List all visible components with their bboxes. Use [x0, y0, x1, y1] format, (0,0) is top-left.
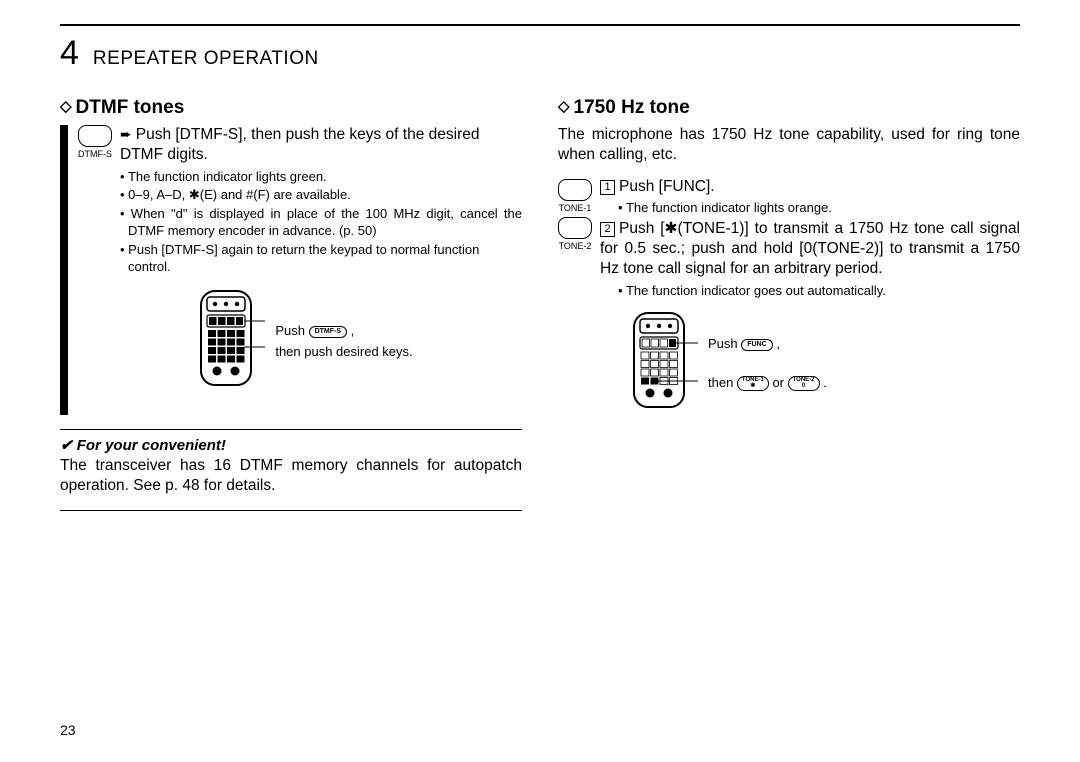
key-icon-tone1: TONE-1: [558, 179, 592, 213]
pill-func: FUNC: [741, 339, 772, 351]
left-column: ◇DTMF tones DTMF-S ➨Push [DTMF-S], then …: [60, 97, 522, 517]
dtmf-sub-list: The function indicator lights green. 0–9…: [120, 168, 522, 276]
divider: [60, 510, 522, 511]
step2-sub: The function indicator goes out automati…: [618, 282, 1020, 300]
mic-illustration-right: Push FUNC , then TONE-1✱ or TONE-20 .: [620, 309, 1020, 419]
vertical-bar: [60, 125, 68, 415]
step1-sub: The function indicator lights orange.: [618, 199, 1020, 217]
mic-caption-right: Push FUNC , then TONE-1✱ or TONE-20 .: [708, 334, 827, 394]
microphone-icon: [620, 309, 698, 419]
pill-tone1: TONE-1✱: [737, 376, 769, 391]
arrow-icon: ➨: [120, 126, 132, 142]
microphone-icon: [187, 287, 265, 397]
chapter-number: 4: [60, 34, 79, 73]
diamond-icon: ◇: [558, 97, 570, 115]
page-number: 23: [60, 722, 76, 738]
mic-caption-left: Push DTMF-S , then push desired keys.: [275, 321, 412, 363]
divider: [60, 429, 522, 430]
step-number-2: 2: [600, 222, 615, 237]
dtmf-main-text: ➨Push [DTMF-S], then push the keys of th…: [120, 125, 522, 165]
step1: 1Push [FUNC].: [600, 177, 1020, 197]
pill-dtmf-s: DTMF-S: [309, 326, 347, 338]
chapter-title: REPEATER OPERATION: [93, 48, 319, 70]
section-title-dtmf: ◇DTMF tones: [60, 97, 522, 119]
pill-tone2: TONE-20: [788, 376, 820, 391]
step-number-1: 1: [600, 180, 615, 195]
right-column: ◇1750 Hz tone The microphone has 1750 Hz…: [558, 97, 1020, 517]
intro-text: The microphone has 1750 Hz tone capabili…: [558, 125, 1020, 165]
step2: 2Push [✱(TONE-1)] to transmit a 1750 Hz …: [600, 219, 1020, 278]
convenient-title: ✔ For your convenient!: [60, 436, 522, 454]
convenient-text: The transceiver has 16 DTMF memory chann…: [60, 456, 522, 496]
key-icon-tone2: TONE-2: [558, 217, 592, 251]
diamond-icon: ◇: [60, 97, 72, 115]
key-icon-dtmf-s: DTMF-S: [78, 125, 112, 159]
mic-illustration-left: Push DTMF-S , then push desired keys.: [78, 287, 522, 397]
chapter-header: 4 REPEATER OPERATION: [60, 34, 1020, 73]
top-rule: [60, 24, 1020, 26]
section-title-1750: ◇1750 Hz tone: [558, 97, 1020, 119]
